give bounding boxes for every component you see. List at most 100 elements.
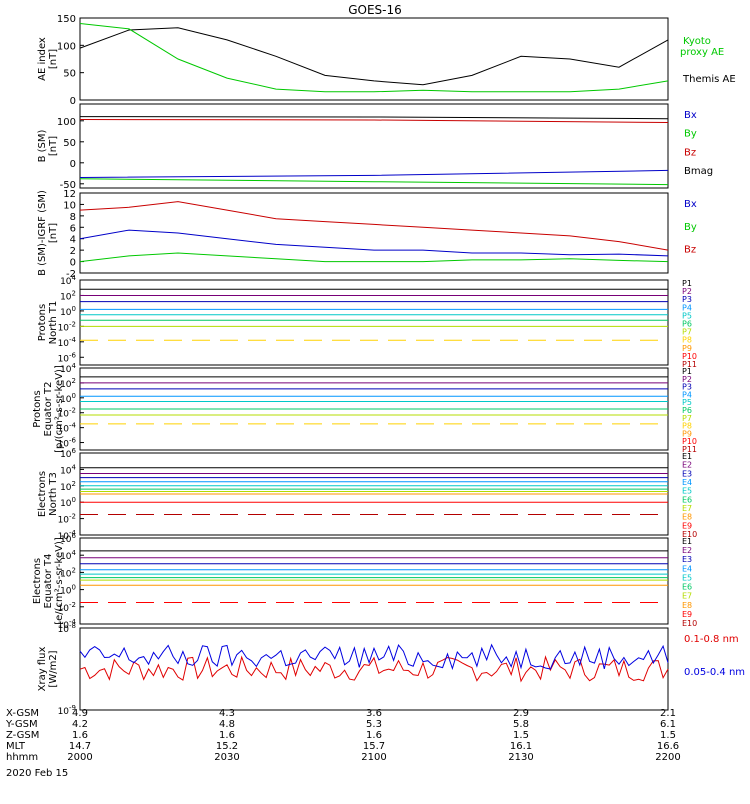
- y-tick-label: 150: [57, 14, 76, 25]
- axis-row-value: 2200: [655, 752, 680, 763]
- legend-p9: P9: [682, 429, 692, 438]
- axis-row-value: 2000: [67, 752, 92, 763]
- panel-frame: [79, 537, 669, 625]
- legend-p3: P3: [682, 383, 692, 392]
- legend-e1: E1: [682, 537, 692, 546]
- series-line-0-1-0-8-nm: [79, 655, 669, 683]
- legend-by: By: [684, 222, 697, 233]
- legend-p7: P7: [682, 414, 692, 423]
- panel-frame: [79, 279, 669, 366]
- legend-e6: E6: [682, 583, 692, 592]
- legend-bx: Bx: [684, 199, 697, 210]
- y-axis-label: ProtonsEquator T2[p/(cm²-s-sr-keV)]: [32, 365, 65, 453]
- legend-p2: P2: [682, 375, 692, 384]
- axis-row-value: 2.9: [513, 708, 529, 719]
- legend-e7: E7: [682, 592, 692, 601]
- y-axis-label: B (SM)-IGRF (SM)[nT]: [37, 190, 59, 276]
- legend-p6: P6: [682, 406, 692, 415]
- legend-p7: P7: [682, 328, 692, 337]
- axis-row-value: 4.9: [72, 708, 88, 719]
- series-line-kyoto-proxy-ae: [79, 23, 669, 93]
- legend-p5: P5: [682, 398, 692, 407]
- y-tick-label: 10: [63, 200, 76, 211]
- axis-row-label-mlt: MLT: [6, 741, 26, 752]
- legend-p10: P10: [682, 437, 697, 446]
- y-tick-label: 12: [63, 189, 76, 200]
- y-axis-label: AE index[nT]: [37, 37, 59, 81]
- legend-p6: P6: [682, 320, 692, 329]
- plot-title: GOES-16: [348, 3, 402, 17]
- panel-frame: [79, 17, 669, 101]
- y-tick-label: 100: [57, 117, 76, 128]
- series-line-bz: [79, 201, 669, 251]
- legend-bz: Bz: [684, 147, 696, 158]
- legend-e7: E7: [682, 504, 692, 513]
- legend-p5: P5: [682, 311, 692, 320]
- legend-bz: Bz: [684, 245, 696, 256]
- legend-e5: E5: [682, 573, 692, 582]
- y-tick-label: 100: [57, 41, 76, 52]
- y-tick-label: 6: [70, 223, 76, 234]
- series-line-bx: [79, 169, 669, 178]
- axis-row-value: 16.6: [657, 741, 679, 752]
- legend-e4: E4: [682, 478, 692, 487]
- panel-frame: [79, 103, 669, 189]
- legend-p8: P8: [682, 422, 692, 431]
- axis-row-value: 1.6: [366, 730, 382, 741]
- legend-themis: Themis AE: [682, 74, 736, 85]
- y-tick-label: 10-2: [58, 320, 76, 333]
- panel-frame: [79, 192, 669, 274]
- axis-row-value: 5.8: [513, 719, 529, 730]
- axis-row-label-x-gsm: X-GSM: [6, 708, 39, 719]
- y-tick-label: 104: [60, 463, 76, 476]
- series-line-themis-ae: [79, 27, 669, 86]
- legend-p10: P10: [682, 352, 697, 361]
- legend-e5: E5: [682, 487, 692, 496]
- legend-p4: P4: [682, 390, 692, 399]
- y-axis-label: B (SM)[nT]: [37, 129, 59, 162]
- y-tick-label: -2: [66, 269, 76, 280]
- series-line-by: [79, 178, 669, 186]
- axis-row-value: 3.6: [366, 708, 382, 719]
- axis-row-value: 6.1: [660, 719, 676, 730]
- legend-p1: P1: [682, 367, 692, 376]
- axis-row-value: 2.1: [660, 708, 676, 719]
- legend-e6: E6: [682, 495, 692, 504]
- date-label: 2020 Feb 15: [6, 768, 68, 779]
- legend-kyoto-2: proxy AE: [680, 47, 724, 58]
- y-tick-label: 102: [60, 480, 76, 493]
- axis-row-value: 1.6: [219, 730, 235, 741]
- y-tick-label: 100: [60, 496, 76, 509]
- axis-row-value: 5.3: [366, 719, 382, 730]
- legend-e9: E9: [682, 610, 692, 619]
- legend-e10: E10: [682, 530, 697, 539]
- y-tick-label: 10-4: [58, 336, 77, 349]
- legend-p11: P11: [682, 360, 697, 369]
- axis-row-value: 4.2: [72, 719, 88, 730]
- legend-e2: E2: [682, 461, 692, 470]
- axis-row-value: 15.7: [363, 741, 385, 752]
- y-axis-label: ElectronsEquator T4[e/(cm²-s-sr-keV)]: [32, 537, 65, 625]
- series-line-bmag: [79, 116, 669, 120]
- legend-by: By: [684, 129, 697, 140]
- axis-row-value: 15.2: [216, 741, 238, 752]
- legend-p2: P2: [682, 287, 692, 296]
- y-axis-label: ProtonsNorth T1: [37, 301, 59, 345]
- axis-row-value: 2130: [508, 752, 533, 763]
- y-tick-label: 50: [63, 69, 76, 80]
- legend-0-05-0-4-nm: 0.05-0.4 nm: [684, 667, 745, 678]
- legend-e9: E9: [682, 521, 692, 530]
- legend-e8: E8: [682, 601, 692, 610]
- y-tick-label: 0: [70, 159, 76, 170]
- axis-row-value: 1.5: [660, 730, 676, 741]
- y-axis-label: Xray flux[W/m2]: [37, 647, 59, 692]
- legend-e3: E3: [682, 555, 692, 564]
- legend-p4: P4: [682, 303, 692, 312]
- axis-row-value: 4.8: [219, 719, 235, 730]
